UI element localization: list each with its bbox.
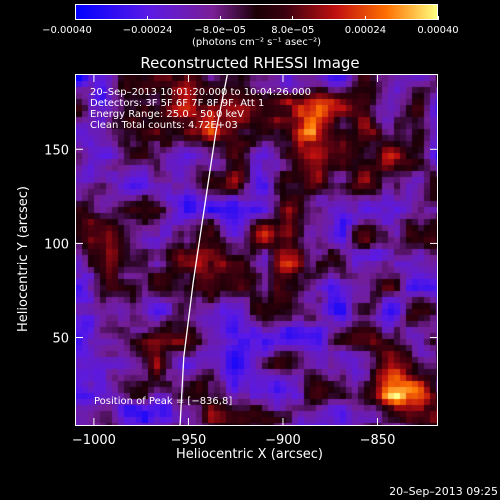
x-tick-label: −1000 <box>72 433 116 448</box>
colorbar-tick-mark <box>292 16 294 20</box>
y-tick-label: 100 <box>44 237 69 252</box>
colorbar-tick-label: 0.00024 <box>344 25 387 36</box>
colorbar-tick-label: −0.00024 <box>122 25 173 36</box>
render-timestamp: 20–Sep–2013 09:25 <box>389 485 498 498</box>
colorbar-units: (photons cm⁻² s⁻¹ asec⁻²) <box>191 37 322 48</box>
colorbar-tick-mark <box>147 16 149 20</box>
info-clean: Clean Total counts: 4.72E+03 <box>90 120 238 131</box>
y-tick-label: 150 <box>44 143 69 158</box>
info-block: 20–Sep–2013 10:01:20.000 to 10:04:26.000… <box>90 87 311 131</box>
colorbar-tick-mark <box>219 16 221 20</box>
y-axis-label: Heliocentric Y (arcsec) <box>16 186 31 332</box>
colorbar-tick-mark <box>437 16 439 20</box>
colorbar-tick-mark <box>74 16 76 20</box>
colorbar-tick-mark <box>364 16 366 20</box>
colorbar <box>75 4 438 20</box>
heatmap-image <box>76 75 437 425</box>
info-time: 20–Sep–2013 10:01:20.000 to 10:04:26.000 <box>90 87 311 98</box>
x-tick-label: −900 <box>265 433 301 448</box>
x-axis-label: Heliocentric X (arcsec) <box>176 447 323 462</box>
colorbar-tick-label: 0.00040 <box>417 25 459 36</box>
colorbar-tick-label: −8.0e−05 <box>194 25 246 36</box>
colorbar-ticks: −0.00040 −0.00024 −8.0e−05 8.0e−05 0.00024 0.… <box>0 0 500 40</box>
info-detectors: Detectors: 3F 5F 6F 7F 8F 9F, Att 1 <box>90 98 265 109</box>
x-tick-label: −950 <box>171 433 207 448</box>
solar-limb <box>179 75 228 425</box>
colorbar-tick-label: −0.00040 <box>42 25 92 36</box>
plot-area: 20–Sep–2013 10:01:20.000 to 10:04:26.000… <box>75 74 438 426</box>
chart-title: Reconstructed RHESSI Image <box>140 54 360 72</box>
y-tick-label: 50 <box>52 332 69 347</box>
x-tick-label: −850 <box>360 433 396 448</box>
colorbar-tick-label: 8.0e−05 <box>271 25 315 36</box>
info-energy: Energy Range: 25.0 – 50.0 keV <box>90 109 244 120</box>
peak-position: Position of Peak = [−836,8] <box>94 396 233 407</box>
limb-curve <box>179 75 228 425</box>
